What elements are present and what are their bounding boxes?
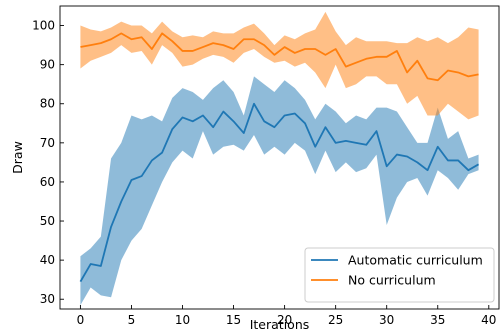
x-tick-label: 30: [379, 313, 394, 327]
x-tick-label: 20: [277, 313, 292, 327]
x-tick-label: 10: [175, 313, 190, 327]
y-tick-label: 70: [40, 136, 55, 150]
legend: Automatic curriculum No curriculum: [304, 247, 495, 303]
y-tick-label: 50: [40, 214, 55, 228]
confidence-bands: [80, 11, 479, 306]
legend-box: [304, 247, 495, 303]
x-tick-label: 35: [430, 313, 445, 327]
line-automatic-curriculum: [79, 102, 480, 283]
y-tick-label: 80: [40, 97, 55, 111]
x-tick-label: 25: [328, 313, 343, 327]
series-lines: [79, 32, 480, 283]
y-tick-label: 60: [40, 175, 55, 189]
y-axis-label: Draw: [10, 141, 25, 174]
x-tick-label: 5: [128, 313, 136, 327]
line-no-curriculum: [80, 32, 479, 82]
y-tick-label: 90: [40, 58, 55, 72]
x-axis-label: Iterations: [250, 317, 310, 332]
band-automatic-curriculum: [80, 76, 479, 306]
x-tick-label: 15: [226, 313, 241, 327]
legend-label-automatic-curriculum: Automatic curriculum: [348, 253, 483, 268]
legend-label-no-curriculum: No curriculum: [348, 273, 436, 288]
x-axis-ticks: 0 5 10 15 20 25 30 35 40: [77, 305, 496, 327]
band-no-curriculum: [80, 11, 479, 120]
plot-frame: [59, 5, 500, 310]
x-tick-label: 0: [77, 313, 85, 327]
y-tick-label: 40: [40, 253, 55, 267]
y-tick-label: 100: [32, 19, 55, 33]
y-axis-ticks: 30 40 50 60 70 80 90 100: [32, 19, 64, 306]
x-tick-label: 40: [481, 313, 496, 327]
y-tick-label: 30: [40, 292, 55, 306]
